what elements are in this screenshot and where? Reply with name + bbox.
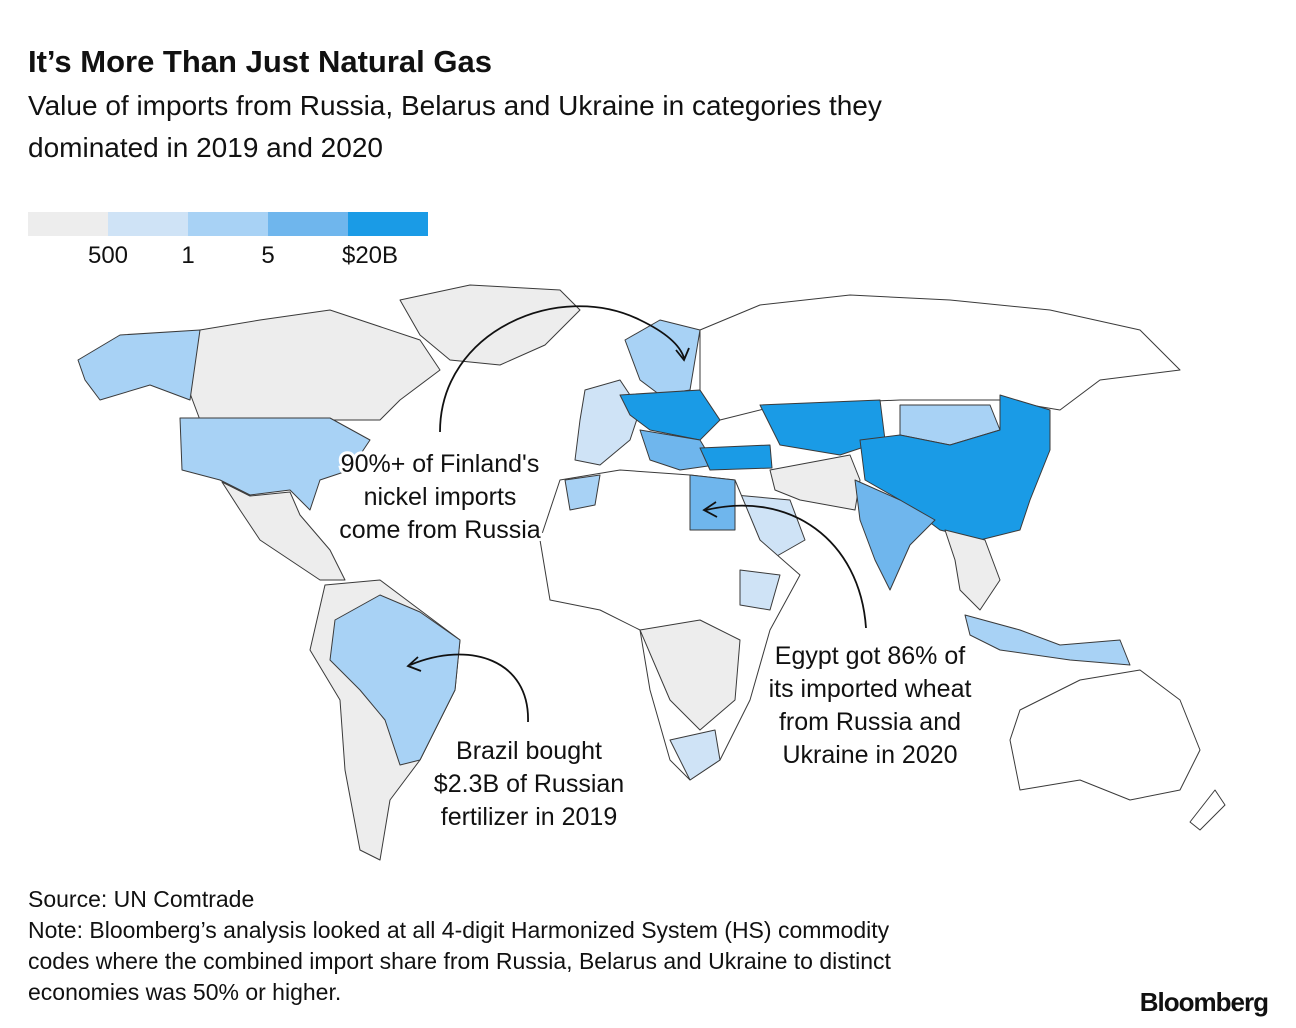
country xyxy=(739,569,781,611)
annotation-halo: nickel imports xyxy=(364,483,517,511)
legend-label: 500 xyxy=(88,242,128,269)
arrow-head xyxy=(675,347,690,362)
annotation-halo: Ukraine in 2020 xyxy=(782,741,957,769)
annotation-halo: $2.3B of Russian xyxy=(434,770,624,798)
legend-swatch xyxy=(268,212,348,236)
annotation: Egypt got 86% of xyxy=(775,642,965,670)
country xyxy=(639,619,741,731)
annotation: 90%+ of Finland's xyxy=(341,450,540,478)
arrow xyxy=(439,305,685,433)
world-map xyxy=(77,284,1226,861)
country xyxy=(854,479,936,591)
annotation: fertilizer in 2019 xyxy=(441,803,617,831)
arrow xyxy=(705,504,867,629)
annotation-halo: its imported wheat xyxy=(769,675,972,703)
annotation-halo: Egypt got 86% of xyxy=(775,642,965,670)
country xyxy=(1009,669,1201,801)
arrow xyxy=(409,653,529,723)
annotation-halo: come from Russia xyxy=(339,516,541,544)
arrow-head xyxy=(702,501,718,518)
title: It’s More Than Just Natural Gas xyxy=(28,44,492,79)
note: Note: Bloomberg’s analysis looked at all… xyxy=(28,917,890,943)
legend: 500 1 5 $20B xyxy=(28,212,428,269)
country xyxy=(184,309,441,421)
annotation: come from Russia xyxy=(339,516,541,544)
country xyxy=(624,319,701,396)
country xyxy=(179,417,371,511)
note: codes where the combined import share fr… xyxy=(28,948,892,974)
country xyxy=(669,729,721,781)
country xyxy=(699,444,773,471)
annotation: Ukraine in 2020 xyxy=(782,741,957,769)
country xyxy=(689,474,736,531)
legend-label: 1 xyxy=(181,242,194,269)
country xyxy=(221,481,346,581)
annotation: its imported wheat xyxy=(769,675,972,703)
country xyxy=(639,429,716,471)
annotations: 90%+ of Finland's90%+ of Finland'snickel… xyxy=(336,447,974,834)
country xyxy=(564,474,601,511)
legend-label: $20B xyxy=(342,242,398,269)
legend-swatch xyxy=(348,212,428,236)
brand: Bloomberg xyxy=(1140,987,1268,1017)
source: Source: UN Comtrade xyxy=(28,886,254,912)
subtitle: Value of imports from Russia, Belarus an… xyxy=(28,90,882,121)
legend-label: 5 xyxy=(261,242,274,269)
legend-swatch xyxy=(108,212,188,236)
annotation: nickel imports xyxy=(364,483,517,511)
subtitle: dominated in 2019 and 2020 xyxy=(28,132,383,163)
annotation-halo: Brazil bought xyxy=(456,737,602,765)
country xyxy=(399,284,581,366)
country xyxy=(77,329,201,401)
annotation: Brazil bought xyxy=(456,737,602,765)
country xyxy=(1189,789,1226,831)
annotation-halo: fertilizer in 2019 xyxy=(441,803,617,831)
arrows xyxy=(406,305,867,723)
legend-swatch xyxy=(188,212,268,236)
country xyxy=(944,529,1001,611)
note: economies was 50% or higher. xyxy=(28,979,341,1005)
annotation-halo: 90%+ of Finland's xyxy=(341,450,540,478)
annotation: from Russia and xyxy=(779,708,961,736)
arrow-head xyxy=(406,656,422,672)
legend-swatch xyxy=(28,212,108,236)
annotation-halo: from Russia and xyxy=(779,708,961,736)
country xyxy=(699,294,1181,421)
annotation: $2.3B of Russian xyxy=(434,770,624,798)
country xyxy=(964,614,1131,666)
country xyxy=(769,454,861,511)
country xyxy=(329,594,461,766)
